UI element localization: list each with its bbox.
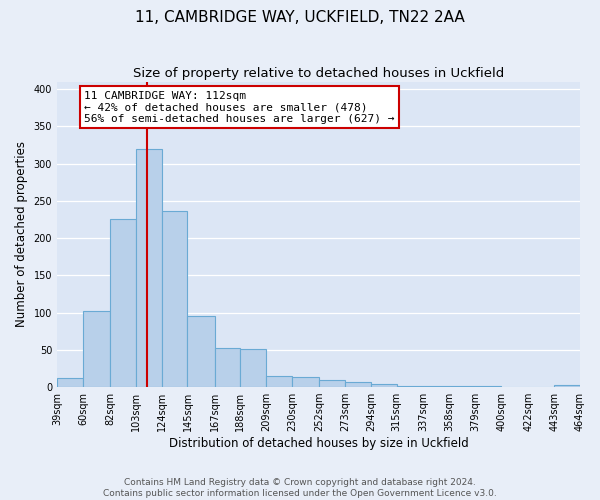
Bar — [187, 316, 215, 387]
Y-axis label: Number of detached properties: Number of detached properties — [15, 142, 28, 328]
Bar — [397, 386, 424, 387]
Bar — [424, 386, 449, 387]
Bar — [319, 380, 345, 387]
Bar — [371, 384, 397, 387]
Bar — [475, 386, 501, 387]
Text: 11, CAMBRIDGE WAY, UCKFIELD, TN22 2AA: 11, CAMBRIDGE WAY, UCKFIELD, TN22 2AA — [135, 10, 465, 25]
Bar — [266, 376, 292, 387]
Text: Contains HM Land Registry data © Crown copyright and database right 2024.
Contai: Contains HM Land Registry data © Crown c… — [103, 478, 497, 498]
Bar — [83, 311, 110, 387]
Bar — [215, 348, 241, 387]
Bar — [449, 386, 475, 387]
Bar — [554, 385, 580, 387]
Bar — [161, 210, 187, 387]
X-axis label: Distribution of detached houses by size in Uckfield: Distribution of detached houses by size … — [169, 437, 469, 450]
Bar — [57, 378, 83, 387]
Bar — [110, 220, 136, 387]
Text: 11 CAMBRIDGE WAY: 112sqm
← 42% of detached houses are smaller (478)
56% of semi-: 11 CAMBRIDGE WAY: 112sqm ← 42% of detach… — [84, 90, 395, 124]
Title: Size of property relative to detached houses in Uckfield: Size of property relative to detached ho… — [133, 68, 504, 80]
Bar — [292, 376, 319, 387]
Bar — [345, 382, 371, 387]
Bar — [241, 349, 266, 387]
Bar — [136, 148, 161, 387]
